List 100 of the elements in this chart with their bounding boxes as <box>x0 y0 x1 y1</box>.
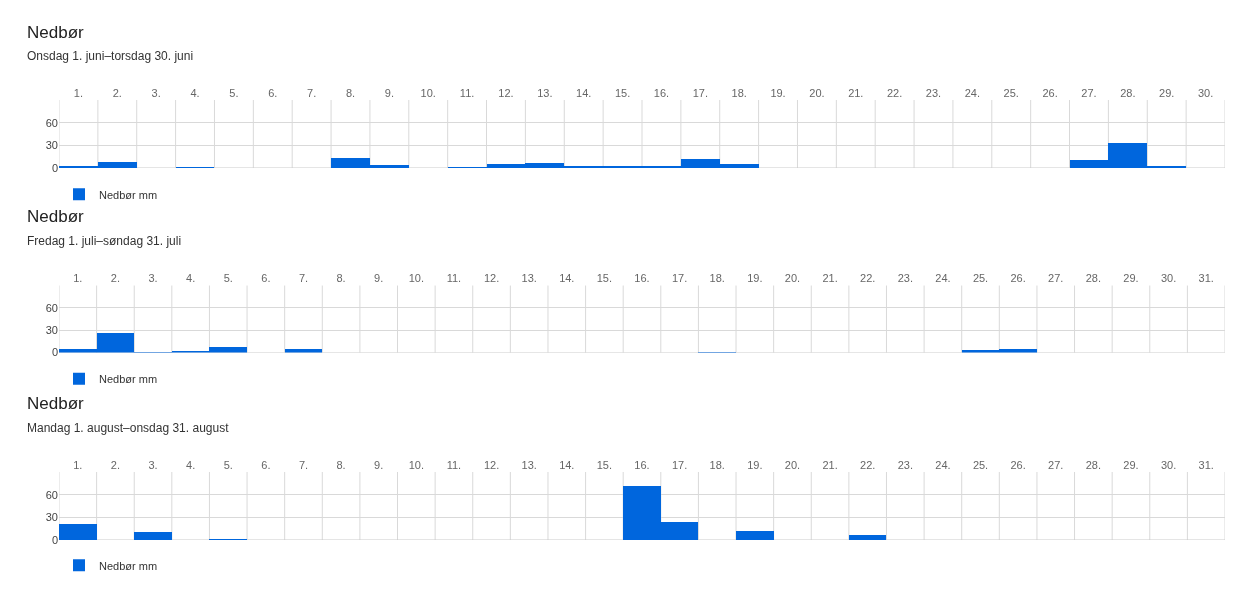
bar <box>849 535 886 540</box>
x-tick-label: 30. <box>1160 272 1177 285</box>
x-tick-label: 26. <box>1010 458 1026 471</box>
x-tick-label: 10. <box>420 86 436 99</box>
x-tick-label: 5. <box>223 272 233 285</box>
x-tick-label: 19. <box>747 272 763 285</box>
x-tick-label: 25. <box>972 272 989 285</box>
x-tick-label: 16. <box>634 458 650 471</box>
chart-title: Nedbør <box>27 23 85 42</box>
x-tick-label: 21. <box>822 458 838 471</box>
x-tick-label: 20. <box>809 86 825 99</box>
x-tick-label: 29. <box>1159 86 1175 99</box>
x-tick-label: 14. <box>559 458 575 471</box>
x-tick-label: 29. <box>1123 458 1139 471</box>
x-tick-label: 6. <box>268 86 278 99</box>
x-tick-label: 18. <box>709 272 725 285</box>
x-tick-label: 2. <box>110 272 121 285</box>
x-tick-label: 15. <box>596 458 613 471</box>
x-tick-label: 19. <box>747 458 763 471</box>
x-tick-label: 18. <box>709 458 725 471</box>
x-tick-label: 16. <box>634 272 650 285</box>
x-tick-label: 13. <box>521 272 537 285</box>
x-tick-label: 12. <box>498 86 514 99</box>
bar <box>736 531 774 540</box>
chart-title: Nedbør <box>27 394 85 413</box>
x-tick-label: 4. <box>186 458 196 471</box>
y-tick-label: 0 <box>51 161 58 174</box>
y-tick-label: 60 <box>45 116 58 129</box>
x-tick-label: 28. <box>1120 86 1136 99</box>
legend-label: Nedbør mm <box>99 373 158 386</box>
bar <box>59 524 97 540</box>
legend-label: Nedbør mm <box>99 188 158 201</box>
x-tick-label: 27. <box>1081 86 1097 99</box>
x-tick-label: 31. <box>1198 458 1214 471</box>
x-tick-label: 22. <box>860 458 876 471</box>
x-tick-label: 1. <box>73 458 83 471</box>
chart-subtitle: Onsdag 1. juni–torsdag 30. juni <box>27 49 194 63</box>
x-tick-label: 24. <box>935 458 951 471</box>
y-tick-label: 60 <box>45 301 58 314</box>
x-tick-label: 1. <box>73 272 83 285</box>
x-tick-label: 6. <box>261 272 271 285</box>
x-tick-label: 30. <box>1197 86 1214 99</box>
x-tick-label: 17. <box>671 458 688 471</box>
x-tick-label: 13. <box>521 458 537 471</box>
x-tick-label: 11. <box>446 458 462 471</box>
bar <box>134 532 172 540</box>
x-tick-label: 5. <box>223 458 233 471</box>
x-tick-label: 23. <box>925 86 942 99</box>
x-tick-label: 9. <box>374 458 384 471</box>
x-tick-label: 29. <box>1123 272 1139 285</box>
y-tick-label: 30 <box>45 139 58 152</box>
x-tick-label: 7. <box>307 86 317 99</box>
x-tick-label: 1. <box>73 86 84 99</box>
x-tick-label: 24. <box>935 272 951 285</box>
x-tick-label: 15. <box>614 86 631 99</box>
x-tick-label: 3. <box>151 86 161 99</box>
x-tick-label: 7. <box>298 272 309 285</box>
x-tick-label: 16. <box>653 86 670 99</box>
x-tick-label: 26. <box>1010 272 1026 285</box>
x-tick-label: 23. <box>897 458 913 471</box>
x-tick-label: 22. <box>860 272 876 285</box>
x-tick-label: 14. <box>559 272 575 285</box>
x-tick-label: 20. <box>784 458 801 471</box>
chart-subtitle: Mandag 1. august–onsdag 31. august <box>27 421 230 435</box>
x-tick-label: 19. <box>770 86 786 99</box>
x-tick-label: 5. <box>229 86 239 99</box>
x-tick-label: 9. <box>384 86 394 99</box>
x-tick-label: 27. <box>1048 458 1064 471</box>
x-tick-label: 14. <box>576 86 592 99</box>
x-tick-label: 10. <box>408 272 424 285</box>
legend-label: Nedbør mm <box>99 559 158 572</box>
x-tick-label: 4. <box>190 86 200 99</box>
x-tick-label: 11. <box>446 272 462 285</box>
x-tick-label: 23. <box>897 272 913 285</box>
x-tick-label: 3. <box>148 458 158 471</box>
x-tick-label: 11. <box>459 86 475 99</box>
x-tick-label: 3. <box>148 272 158 285</box>
x-tick-label: 17. <box>692 86 708 99</box>
x-tick-label: 15. <box>596 272 613 285</box>
x-tick-label: 8. <box>345 86 356 99</box>
x-tick-label: 10. <box>408 458 424 471</box>
x-tick-label: 6. <box>261 458 271 471</box>
x-tick-label: 13. <box>537 86 553 99</box>
x-tick-label: 12. <box>483 458 500 471</box>
x-tick-label: 21. <box>822 272 838 285</box>
x-tick-label: 26. <box>1042 86 1058 99</box>
x-tick-label: 18. <box>731 86 747 99</box>
x-tick-label: 25. <box>1003 86 1019 99</box>
x-tick-label: 2. <box>110 458 121 471</box>
x-tick-label: 20. <box>784 272 801 285</box>
x-tick-label: 25. <box>972 458 989 471</box>
y-tick-label: 0 <box>51 346 58 359</box>
x-tick-label: 9. <box>374 272 384 285</box>
x-tick-label: 17. <box>671 272 688 285</box>
x-tick-label: 28. <box>1085 458 1101 471</box>
y-tick-label: 30 <box>45 511 58 524</box>
x-tick-label: 22. <box>886 86 903 99</box>
x-tick-label: 8. <box>336 458 346 471</box>
x-tick-label: 8. <box>336 272 346 285</box>
y-tick-label: 30 <box>45 324 58 337</box>
